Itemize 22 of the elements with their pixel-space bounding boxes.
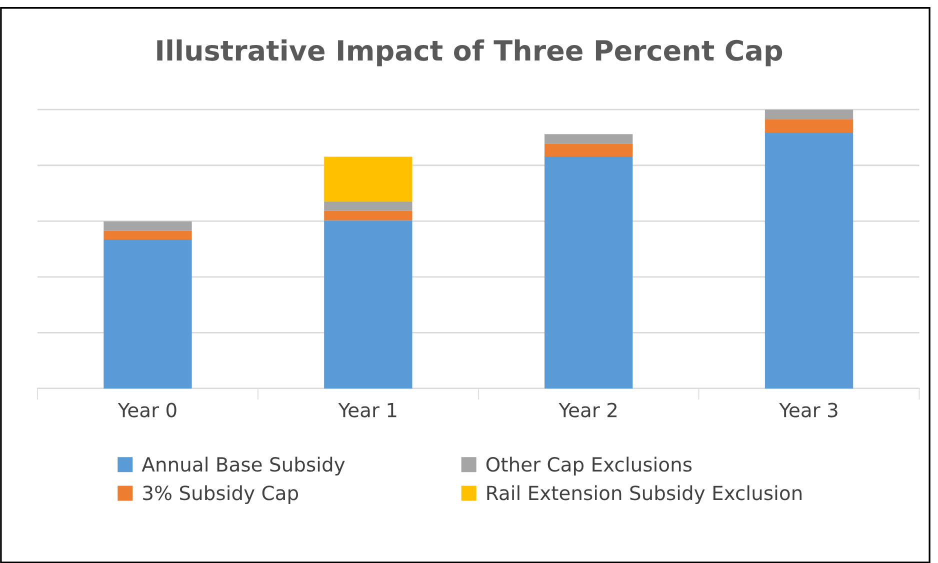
x-tick-label: Year 2 <box>558 402 617 418</box>
bar <box>104 240 192 388</box>
bar <box>544 134 633 144</box>
bar <box>764 119 854 134</box>
bar <box>104 230 192 240</box>
bar <box>324 210 412 220</box>
bar <box>544 156 633 388</box>
bar <box>324 156 412 202</box>
bar <box>104 221 192 231</box>
bar <box>544 144 633 156</box>
bar <box>324 201 412 211</box>
x-tick-label: Year 1 <box>338 402 396 418</box>
bar <box>324 220 412 388</box>
legend-label: Annual Base Subsidy <box>142 456 345 476</box>
chart-title: Illustrative Impact of Three Percent Cap <box>157 39 782 66</box>
x-tick-label: Year 3 <box>779 402 838 418</box>
legend-label: Rail Extension Subsidy Exclusion <box>487 485 802 504</box>
bar <box>764 110 854 120</box>
x-tick-label: Year 0 <box>118 402 176 418</box>
legend-label: Other Cap Exclusions <box>486 456 692 476</box>
bar <box>764 133 854 388</box>
legend-label: 3% Subsidy Cap <box>143 485 298 504</box>
